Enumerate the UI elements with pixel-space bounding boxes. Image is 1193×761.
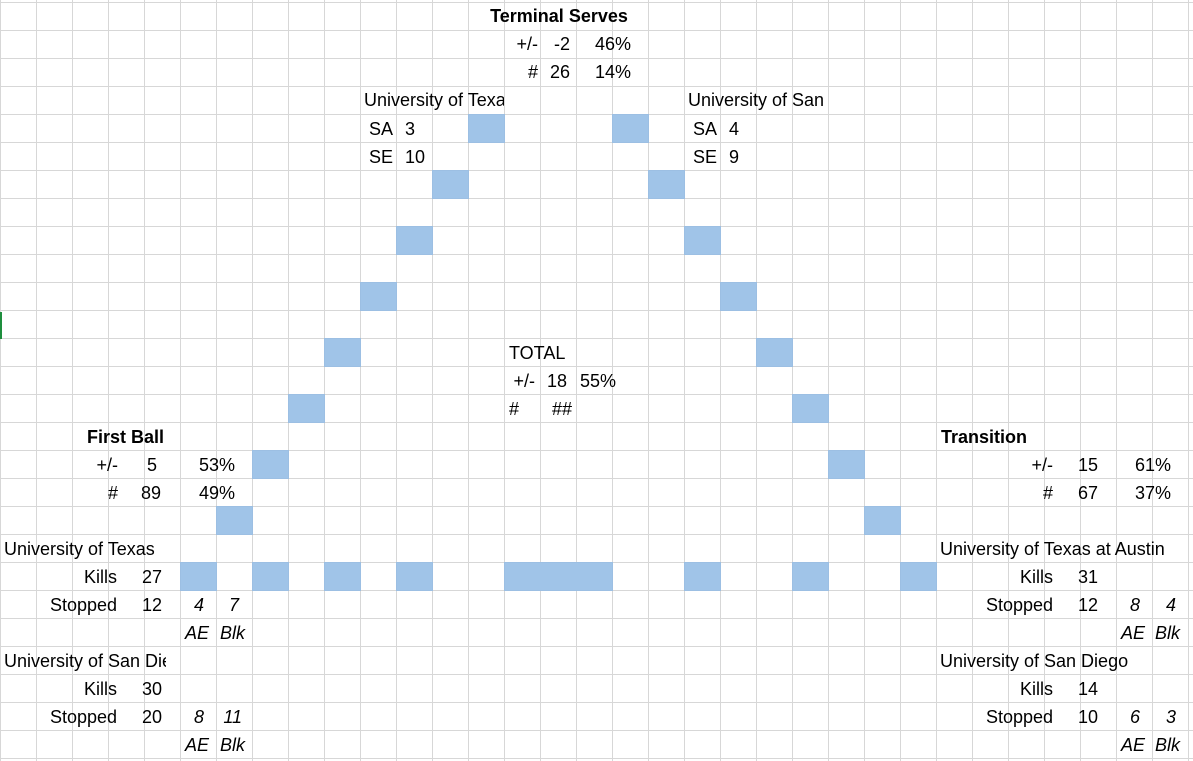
shaded-cell[interactable] xyxy=(792,394,829,423)
transition-team-a-blk-label[interactable]: Blk xyxy=(1155,623,1181,643)
shaded-cell[interactable] xyxy=(684,562,721,591)
terminal-serves-pm-value[interactable]: -2 xyxy=(553,34,570,54)
transition-title[interactable]: Transition xyxy=(941,427,1028,447)
shaded-cell[interactable] xyxy=(828,450,865,479)
first-ball-team-b-ae-label[interactable]: AE xyxy=(185,735,210,755)
first-ball-team-a-stopped-label[interactable]: Stopped xyxy=(49,595,117,615)
first-ball-team-b-kills[interactable]: 30 xyxy=(141,679,162,699)
total-pm-pct[interactable]: 55% xyxy=(580,371,617,391)
first-ball-team-b-stopped[interactable]: 20 xyxy=(141,707,162,727)
first-ball-team-b-ae[interactable]: 8 xyxy=(193,707,204,727)
transition-team-a-name[interactable]: University of Texas at Austin xyxy=(940,539,1165,559)
first-ball-team-a-kills-label[interactable]: Kills xyxy=(83,567,117,587)
row-selection-marker xyxy=(0,312,2,339)
team-a-serve-name[interactable]: University of Texas at Austin xyxy=(364,90,504,110)
first-ball-team-a-blk[interactable]: 7 xyxy=(228,595,239,615)
transition-pm-label[interactable]: +/- xyxy=(1031,455,1053,475)
team-b-serve-name[interactable]: University of San Diego xyxy=(688,90,828,110)
transition-team-b-ae[interactable]: 6 xyxy=(1129,707,1140,727)
shaded-cell[interactable] xyxy=(612,114,649,143)
terminal-serves-pm-pct[interactable]: 46% xyxy=(594,34,631,54)
total-title[interactable]: TOTAL xyxy=(509,343,566,363)
first-ball-title[interactable]: First Ball xyxy=(87,427,165,447)
team-b-se-value[interactable]: 9 xyxy=(729,147,740,167)
first-ball-count-label[interactable]: # xyxy=(107,483,118,503)
transition-team-b-ae-label[interactable]: AE xyxy=(1121,735,1146,755)
shaded-cell[interactable] xyxy=(252,450,289,479)
shaded-cell[interactable] xyxy=(216,506,253,535)
team-a-sa-label[interactable]: SA xyxy=(368,119,393,139)
shaded-cell[interactable] xyxy=(396,562,433,591)
shaded-cell[interactable] xyxy=(360,282,397,311)
shaded-cell[interactable] xyxy=(864,506,901,535)
shaded-cell[interactable] xyxy=(756,338,793,367)
team-b-sa-label[interactable]: SA xyxy=(692,119,717,139)
first-ball-team-b-blk[interactable]: 11 xyxy=(223,707,242,727)
transition-team-b-kills-label[interactable]: Kills xyxy=(1019,679,1053,699)
terminal-serves-title[interactable]: Terminal Serves xyxy=(490,6,628,26)
transition-team-b-name[interactable]: University of San Diego xyxy=(940,651,1129,671)
first-ball-team-a-name[interactable]: University of Texas xyxy=(4,539,155,559)
shaded-cell[interactable] xyxy=(324,562,361,591)
first-ball-pm-label[interactable]: +/- xyxy=(96,455,118,475)
first-ball-team-b-kills-label[interactable]: Kills xyxy=(83,679,117,699)
shaded-cell[interactable] xyxy=(288,394,325,423)
shaded-cell[interactable] xyxy=(180,562,217,591)
shaded-cell[interactable] xyxy=(396,226,433,255)
team-b-se-label[interactable]: SE xyxy=(692,147,717,167)
shaded-cell[interactable] xyxy=(684,226,721,255)
transition-pm-pct[interactable]: 61% xyxy=(1134,455,1171,475)
transition-team-b-stopped-label[interactable]: Stopped xyxy=(985,707,1053,727)
shaded-cell[interactable] xyxy=(648,170,685,199)
first-ball-team-b-name[interactable]: University of San Diego xyxy=(4,651,166,671)
terminal-serves-count-pct[interactable]: 14% xyxy=(594,62,631,82)
first-ball-team-a-stopped[interactable]: 12 xyxy=(141,595,162,615)
first-ball-count-pct[interactable]: 49% xyxy=(198,483,235,503)
team-a-se-label[interactable]: SE xyxy=(368,147,393,167)
first-ball-team-b-stopped-label[interactable]: Stopped xyxy=(49,707,117,727)
terminal-serves-count-value[interactable]: 26 xyxy=(549,62,570,82)
shaded-cell[interactable] xyxy=(792,562,829,591)
shaded-cell[interactable] xyxy=(432,170,469,199)
transition-team-a-ae[interactable]: 8 xyxy=(1129,595,1140,615)
transition-team-b-blk[interactable]: 3 xyxy=(1165,707,1176,727)
terminal-serves-count-label[interactable]: # xyxy=(527,62,538,82)
transition-team-a-stopped[interactable]: 12 xyxy=(1077,595,1098,615)
transition-team-a-stopped-label[interactable]: Stopped xyxy=(985,595,1053,615)
first-ball-team-a-blk-label[interactable]: Blk xyxy=(220,623,246,643)
shaded-cell[interactable] xyxy=(720,282,757,311)
transition-team-a-kills-label[interactable]: Kills xyxy=(1019,567,1053,587)
transition-team-a-ae-label[interactable]: AE xyxy=(1121,623,1146,643)
first-ball-team-a-kills[interactable]: 27 xyxy=(141,567,162,587)
first-ball-pm-value[interactable]: 5 xyxy=(146,455,157,475)
terminal-serves-pm-label[interactable]: +/- xyxy=(516,34,538,54)
shaded-cell[interactable] xyxy=(900,562,937,591)
transition-pm-value[interactable]: 15 xyxy=(1077,455,1098,475)
first-ball-team-a-ae-label[interactable]: AE xyxy=(185,623,210,643)
transition-count-pct[interactable]: 37% xyxy=(1134,483,1171,503)
transition-team-b-blk-label[interactable]: Blk xyxy=(1155,735,1181,755)
transition-team-a-kills[interactable]: 31 xyxy=(1077,567,1098,587)
transition-count-label[interactable]: # xyxy=(1042,483,1053,503)
transition-team-b-kills[interactable]: 14 xyxy=(1077,679,1098,699)
team-b-sa-value[interactable]: 4 xyxy=(729,119,740,139)
total-count-value[interactable]: ## xyxy=(551,399,572,419)
shaded-cell[interactable] xyxy=(468,114,505,143)
transition-team-b-stopped[interactable]: 10 xyxy=(1077,707,1098,727)
team-a-sa-value[interactable]: 3 xyxy=(405,119,416,139)
first-ball-team-a-ae[interactable]: 4 xyxy=(193,595,204,615)
shaded-cell[interactable] xyxy=(252,562,289,591)
transition-count-value[interactable]: 67 xyxy=(1077,483,1098,503)
first-ball-count-value[interactable]: 89 xyxy=(140,483,161,503)
team-a-se-value[interactable]: 10 xyxy=(405,147,426,167)
total-pm-label[interactable]: +/- xyxy=(513,371,535,391)
first-ball-team-b-blk-label[interactable]: Blk xyxy=(220,735,246,755)
transition-team-a-blk[interactable]: 4 xyxy=(1165,595,1176,615)
total-count-label[interactable]: # xyxy=(509,399,520,419)
first-ball-pm-pct[interactable]: 53% xyxy=(198,455,235,475)
total-pm-value[interactable]: 18 xyxy=(546,371,567,391)
shaded-cell[interactable] xyxy=(504,562,613,591)
shaded-cell[interactable] xyxy=(324,338,361,367)
